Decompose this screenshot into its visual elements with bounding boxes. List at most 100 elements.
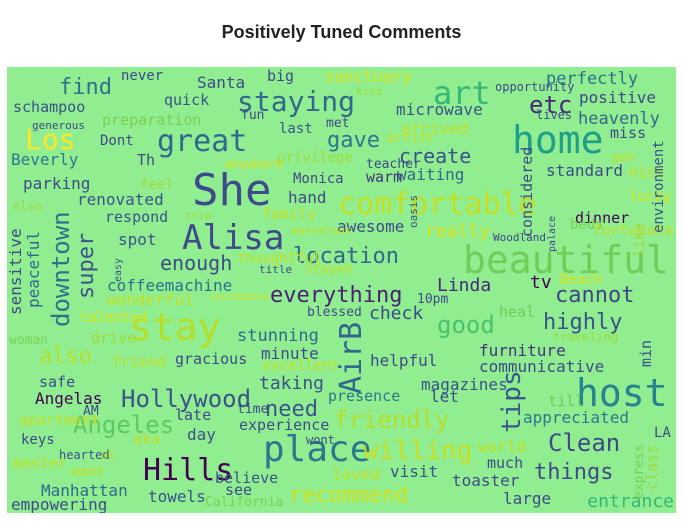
word-heal: heal — [499, 303, 535, 321]
word-lucky: lucky — [629, 189, 671, 205]
word-comfortable: comfortable — [338, 187, 537, 222]
word-preparation: preparation — [102, 111, 201, 129]
word-staying: staying — [237, 85, 355, 118]
word-quick: quick — [164, 91, 209, 109]
word-dont: Dont — [100, 133, 134, 149]
word-th: Th — [137, 151, 155, 169]
word-wonderful: wonderful — [107, 290, 194, 309]
word-time: time — [237, 402, 268, 417]
word-standard: standard — [546, 161, 623, 180]
word-minute: minute — [261, 344, 319, 363]
word-till: till — [548, 392, 584, 410]
word-toaster: toaster — [452, 471, 520, 490]
word-gave: gave — [327, 128, 380, 153]
word-believe: believe — [215, 469, 278, 487]
word-super: super — [74, 233, 99, 299]
word-peaceful: peaceful — [24, 231, 43, 308]
word-towels: towels — [148, 487, 206, 506]
word-beds: beds — [570, 217, 604, 233]
word-friendly: friendly — [334, 406, 450, 434]
word-everything: everything — [270, 283, 402, 308]
word-wont: wont — [306, 433, 335, 447]
word-santa: Santa — [197, 73, 245, 92]
word-generous: generous — [32, 119, 85, 132]
word-let: let — [430, 387, 459, 406]
word-appreciated: appreciated — [523, 408, 629, 427]
word-family: family — [262, 205, 316, 223]
word-host: host — [576, 371, 668, 415]
word-day: day — [187, 425, 216, 444]
word-check: check — [369, 303, 423, 324]
word-woodland: Woodland — [493, 231, 546, 244]
word-kind: kind — [356, 85, 383, 98]
word-drive: drive — [91, 329, 136, 347]
word-min: min — [637, 340, 655, 367]
word-met: met — [326, 116, 349, 131]
word-place: place — [263, 429, 371, 470]
word-linda: Linda — [437, 275, 491, 296]
word-cloud-canvas: She home beautiful place host stay Alisa art com… — [7, 67, 676, 513]
word-airb: AirB — [334, 322, 369, 394]
word-gem: gem — [612, 150, 634, 164]
word-alisa: Alisa — [182, 218, 284, 258]
word-positive: positive — [579, 88, 656, 107]
word-hills: Hills — [143, 453, 233, 488]
word-woman: woman — [9, 333, 48, 348]
word-master: master — [13, 454, 67, 472]
word-thoughtful: thoughtful — [237, 251, 321, 267]
word-highly: highly — [543, 310, 622, 335]
word-miss: miss — [610, 124, 646, 142]
word-entrance: entrance — [587, 491, 674, 512]
word-stunning: stunning — [237, 326, 319, 346]
word-communicative: communicative — [479, 357, 604, 376]
word-excellent: excellent — [263, 358, 339, 374]
word-marvelous: marvelous — [292, 224, 352, 237]
word-large: large — [503, 489, 551, 508]
word-late: late — [175, 406, 211, 424]
word-feel: feel — [140, 177, 174, 193]
word-artist: artist — [387, 131, 434, 146]
word-arrived: arrived — [401, 119, 468, 138]
word-teacher: teacher — [366, 157, 421, 172]
word-tips: tips — [497, 370, 527, 433]
word-last: last — [279, 121, 313, 137]
word-respond: respond — [105, 208, 168, 226]
word-lives: lives — [536, 108, 572, 122]
word-willing: willing — [363, 436, 473, 466]
word-stay: stay — [129, 305, 221, 349]
word-monica: Monica — [293, 171, 344, 187]
word-heavenly: heavenly — [578, 109, 660, 129]
word-else: else — [13, 199, 42, 213]
word-also: also — [39, 344, 92, 369]
word-world: world — [478, 437, 526, 456]
word-like: like — [632, 223, 648, 257]
word-traveling: traveling — [553, 330, 618, 344]
word-stayed: stayed — [305, 262, 352, 277]
word-awesome: awesome — [337, 217, 404, 236]
word-nice: nice — [629, 163, 665, 181]
word-us: US — [101, 449, 114, 462]
word-angeles: Angeles — [73, 411, 174, 439]
word-hearted: hearted — [59, 448, 110, 462]
word-blessed: blessed — [307, 305, 362, 320]
word-art: art — [433, 74, 491, 112]
word-privilege: privilege — [277, 150, 353, 166]
word-coffeemachine: coffeemachine — [107, 276, 232, 295]
word-see: see — [225, 481, 252, 499]
word-taking: taking — [259, 373, 324, 394]
word-microwave: microwave — [396, 100, 483, 119]
word-class: class — [643, 445, 661, 490]
word-loved: loved — [332, 465, 380, 484]
word-fun: fun — [241, 108, 264, 123]
word-much: much — [487, 454, 523, 472]
word-never: never — [121, 68, 163, 84]
word-location: location — [293, 244, 399, 269]
word-anywhere: anywhere — [225, 157, 283, 171]
word-palace: palace — [547, 216, 558, 252]
word-title: title — [259, 263, 292, 276]
word-california: California — [205, 495, 283, 510]
word-manhattan: Manhattan — [41, 481, 128, 500]
word-sanctuary: sanctuary — [325, 67, 412, 86]
chart-title: Positively Tuned Comments — [221, 22, 462, 42]
word-oasis: oasis — [407, 195, 420, 228]
